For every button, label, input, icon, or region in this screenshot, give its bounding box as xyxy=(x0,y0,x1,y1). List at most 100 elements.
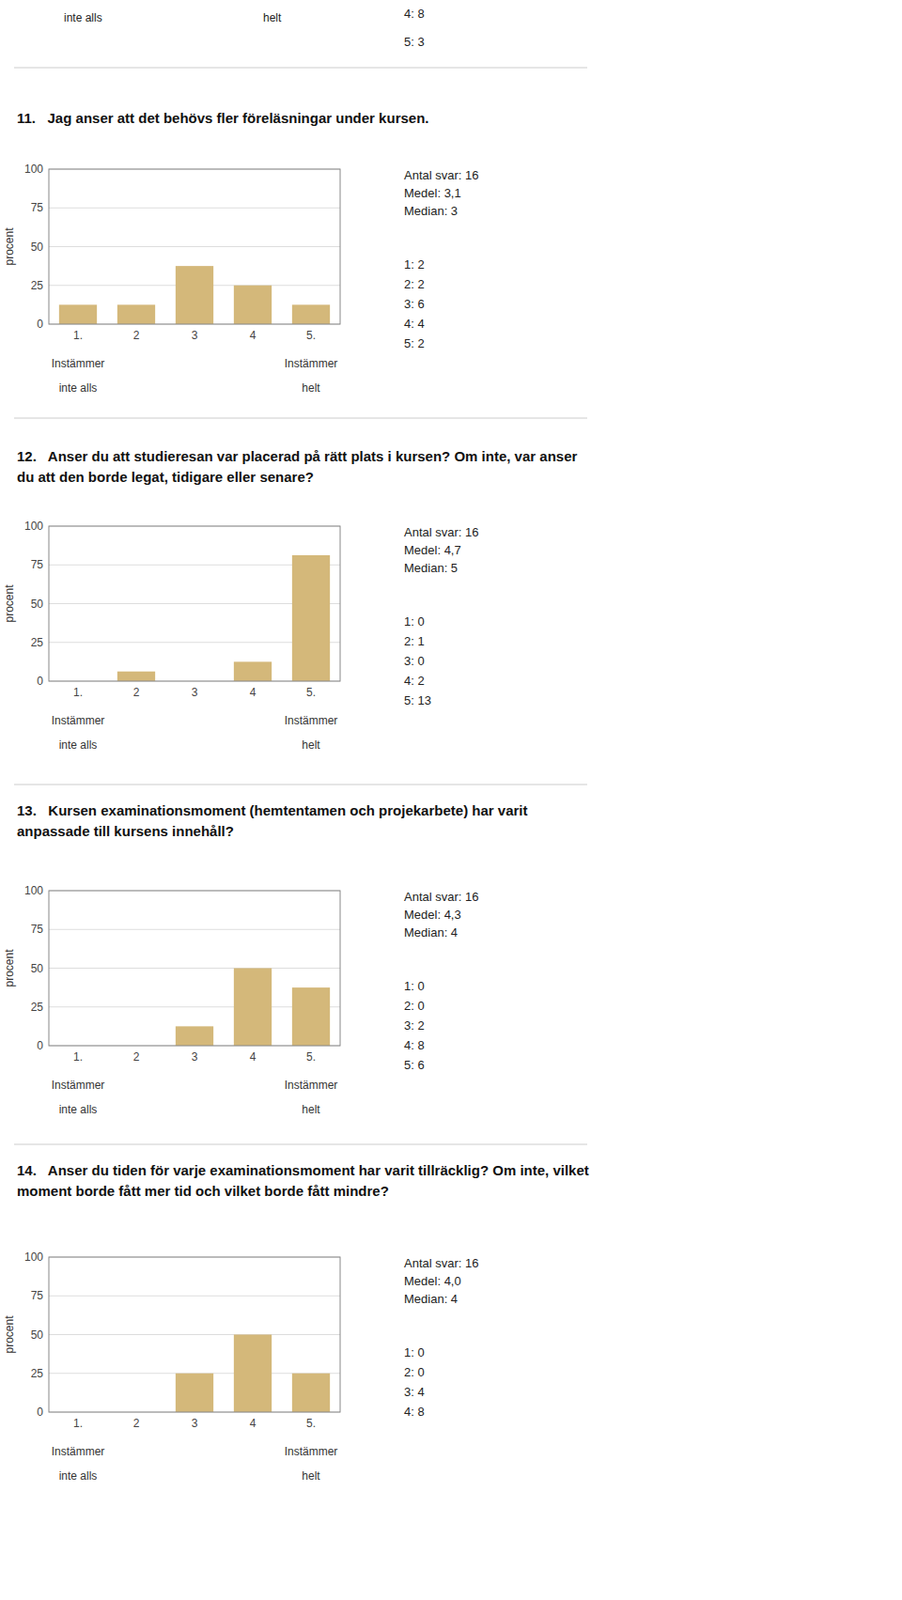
grid-line xyxy=(48,1295,341,1297)
scale-end-label: inte alls xyxy=(59,381,98,395)
scale-end-label: Instämmer xyxy=(51,1445,106,1459)
y-axis-label: procent xyxy=(2,584,16,623)
summary-stat: Medel: 4,0 xyxy=(404,1274,462,1289)
plot-frame xyxy=(48,1257,341,1413)
x-tick-label: 4 xyxy=(249,685,257,700)
chart-section: 12. Anser du att studieresan var placera… xyxy=(2,448,577,752)
y-tick-label: 75 xyxy=(31,1289,45,1303)
x-tick-label: 2 xyxy=(133,1050,140,1064)
scale-end-label: Instämmer xyxy=(284,1445,339,1459)
summary-stat: Medel: 3,1 xyxy=(404,186,462,201)
scale-end-label: Instämmer xyxy=(284,1078,339,1092)
leftover-text: 4: 8 xyxy=(404,6,425,21)
y-tick-label: 75 xyxy=(31,558,45,572)
y-tick-label: 0 xyxy=(36,1039,44,1053)
bars xyxy=(59,265,330,325)
count-stat: 5: 6 xyxy=(404,1057,425,1073)
y-tick-label: 50 xyxy=(31,597,45,611)
page: inte allshelt4: 85: 311. Jag anser att d… xyxy=(0,0,902,1600)
x-tick-label: 3 xyxy=(191,1416,199,1431)
x-tick-label: 4 xyxy=(249,328,257,343)
count-stat: 4: 2 xyxy=(404,673,425,688)
grid-line xyxy=(48,246,341,248)
bar xyxy=(233,285,272,325)
grid-line xyxy=(48,929,341,931)
y-tick-label: 50 xyxy=(31,1328,45,1342)
grid-line xyxy=(48,1334,341,1336)
scale-end-label: Instämmer xyxy=(51,714,106,728)
plot-frame xyxy=(48,526,341,682)
count-stat: 3: 6 xyxy=(404,296,425,312)
bar xyxy=(117,304,156,325)
separator xyxy=(14,1144,588,1146)
y-tick-label: 100 xyxy=(24,1250,44,1264)
count-stat: 1: 0 xyxy=(404,614,425,629)
x-tick-label: 2 xyxy=(133,685,140,700)
summary-stat: Medel: 4,3 xyxy=(404,907,462,922)
count-stat: 4: 8 xyxy=(404,1404,425,1419)
bar xyxy=(59,304,97,325)
chart-section: 14. Anser du tiden för varje examination… xyxy=(2,1162,590,1483)
y-axis-label: procent xyxy=(2,227,16,266)
grid-line xyxy=(48,967,341,969)
chart-section: 11. Jag anser att det behövs fler förelä… xyxy=(2,109,480,395)
question-title: anpassade till kursens innehåll? xyxy=(16,823,234,840)
scale-end-label: Instämmer xyxy=(51,1078,106,1092)
question-title: 14. Anser du tiden för varje examination… xyxy=(16,1162,590,1179)
background xyxy=(0,0,902,1600)
y-axis-label: procent xyxy=(2,1315,16,1354)
summary-stat: Median: 4 xyxy=(404,1291,458,1307)
bar xyxy=(292,987,330,1046)
summary-stat: Antal svar: 16 xyxy=(404,168,480,183)
bar xyxy=(117,671,156,682)
bar xyxy=(175,1373,214,1413)
leftover-text: inte alls xyxy=(63,11,103,25)
y-tick-label: 25 xyxy=(31,1000,45,1014)
grid-line xyxy=(48,207,341,209)
count-stat: 1: 0 xyxy=(404,1345,425,1360)
bars xyxy=(117,555,330,682)
bar xyxy=(233,968,272,1047)
scale-end-label: helt xyxy=(301,1103,321,1117)
y-tick-label: 50 xyxy=(31,962,45,976)
summary-stat: Antal svar: 16 xyxy=(404,525,480,540)
x-tick-label: 4 xyxy=(249,1416,257,1431)
scale-end-label: Instämmer xyxy=(51,357,106,371)
x-tick-label: 3 xyxy=(191,1050,199,1064)
scale-end-label: inte alls xyxy=(59,738,98,752)
plot-frame xyxy=(48,169,341,325)
separator xyxy=(14,67,588,69)
count-stat: 5: 2 xyxy=(404,336,425,351)
x-tick-label: 3 xyxy=(191,685,199,700)
summary-stat: Antal svar: 16 xyxy=(404,889,480,904)
question-title: du att den borde legat, tidigare eller s… xyxy=(16,468,314,485)
count-stat: 1: 2 xyxy=(404,257,425,272)
y-tick-label: 0 xyxy=(36,674,44,688)
question-title: 12. Anser du att studieresan var placera… xyxy=(16,448,577,465)
x-tick-label: 1. xyxy=(73,685,83,700)
scale-end-label: inte alls xyxy=(59,1469,98,1483)
y-tick-label: 100 xyxy=(24,162,44,176)
y-tick-label: 0 xyxy=(36,1405,44,1419)
x-tick-label: 1. xyxy=(73,328,83,343)
x-tick-label: 3 xyxy=(191,328,199,343)
separator xyxy=(14,784,588,786)
question-title: 11. Jag anser att det behövs fler förelä… xyxy=(16,109,429,126)
bar xyxy=(233,1335,272,1414)
question-title: 13. Kursen examinationsmoment (hemtentam… xyxy=(16,802,529,819)
bar xyxy=(292,555,330,682)
x-tick-label: 2 xyxy=(133,1416,140,1431)
count-stat: 3: 2 xyxy=(404,1018,425,1033)
y-tick-label: 75 xyxy=(31,201,45,215)
y-tick-label: 25 xyxy=(31,279,45,293)
separator xyxy=(14,418,588,420)
count-stat: 2: 0 xyxy=(404,998,425,1013)
bars xyxy=(175,968,330,1047)
chart-section: 13. Kursen examinationsmoment (hemtentam… xyxy=(2,802,529,1117)
count-stat: 5: 13 xyxy=(404,693,432,708)
scale-end-label: inte alls xyxy=(59,1103,98,1117)
count-stat: 2: 1 xyxy=(404,634,425,649)
x-tick-label: 5. xyxy=(306,328,316,343)
y-tick-label: 25 xyxy=(31,636,45,650)
y-tick-label: 25 xyxy=(31,1367,45,1381)
